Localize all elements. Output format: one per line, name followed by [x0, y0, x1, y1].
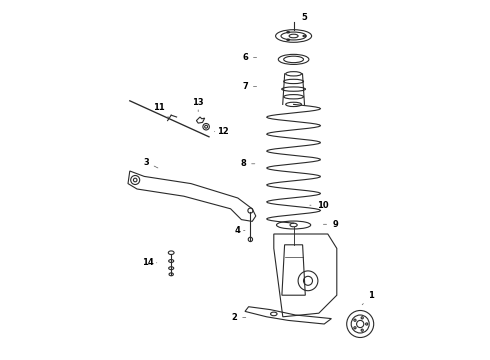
Text: 11: 11 — [153, 103, 170, 118]
Text: 12: 12 — [215, 127, 229, 136]
Text: 8: 8 — [240, 159, 255, 168]
Text: 10: 10 — [310, 201, 328, 210]
Text: 7: 7 — [242, 82, 257, 91]
Text: 5: 5 — [301, 13, 307, 22]
Text: 13: 13 — [193, 98, 204, 112]
Text: 4: 4 — [235, 226, 245, 235]
Text: 2: 2 — [231, 313, 246, 322]
Text: 3: 3 — [143, 158, 158, 168]
Text: 9: 9 — [323, 220, 338, 229]
Text: 1: 1 — [362, 292, 374, 305]
Text: 14: 14 — [142, 258, 157, 267]
Text: 6: 6 — [242, 53, 257, 62]
